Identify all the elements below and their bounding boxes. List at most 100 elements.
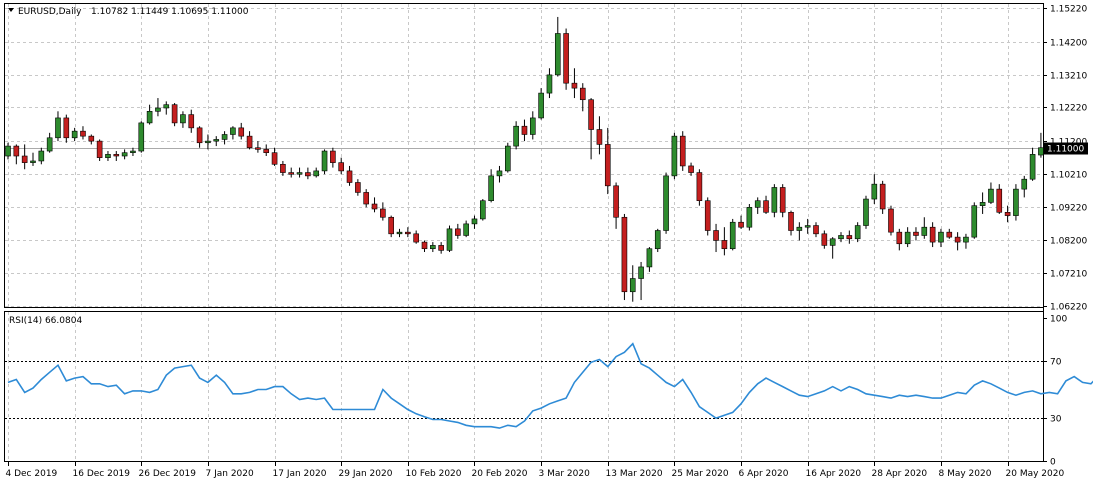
candle-body	[629, 278, 636, 293]
candle-body	[738, 221, 744, 228]
candle-body	[180, 114, 186, 124]
time-tick-label: 20 May 2020	[1006, 469, 1065, 479]
candle-body	[121, 152, 128, 157]
candle-body	[879, 183, 886, 210]
candle-body	[621, 216, 628, 293]
candle-body	[654, 230, 661, 250]
candle-body	[963, 236, 969, 243]
time-tick-label: 26 Dec 2019	[139, 469, 197, 479]
candle-body	[455, 228, 461, 236]
candle-body	[754, 200, 761, 208]
candle-body	[5, 145, 11, 157]
price-tick-label: 1.12220	[1050, 104, 1087, 114]
price-tick-label: 1.08200	[1050, 237, 1087, 247]
time-tick-label: 29 Jan 2020	[339, 469, 393, 479]
candle-body	[504, 145, 511, 172]
candle-body	[363, 192, 369, 205]
candle-body	[604, 144, 611, 187]
candle-body	[238, 127, 245, 137]
candle-body	[480, 200, 486, 220]
candle-body	[1021, 178, 1028, 190]
candle-body	[280, 163, 286, 173]
candle-body	[371, 203, 378, 210]
candle-body	[55, 117, 61, 139]
candle-body	[321, 150, 328, 172]
candle-body	[313, 170, 320, 177]
candle-body	[721, 240, 728, 250]
candle-body	[521, 125, 528, 135]
rsi-tick-label: 100	[1050, 315, 1067, 325]
time-axis: 4 Dec 2019 16 Dec 2019 26 Dec 2019 7 Jan 20…	[6, 462, 1065, 479]
time-tick-label: 28 Apr 2020	[872, 469, 928, 479]
candle-body	[263, 149, 270, 153]
candle-body	[513, 125, 519, 147]
candle-body	[538, 92, 544, 119]
candles	[5, 16, 1044, 302]
candle-body	[471, 218, 478, 225]
candle-body	[271, 152, 278, 165]
current-price-tag: 1.11000	[1044, 142, 1088, 155]
chart-header[interactable]: EURUSD,Daily 1.10782 1.11449 1.10695 1.1…	[8, 7, 249, 17]
dropdown-triangle-icon[interactable]	[8, 8, 14, 12]
candle-body	[488, 175, 494, 202]
candle-body	[221, 134, 228, 140]
candle-body	[696, 172, 703, 202]
candle-body	[413, 233, 419, 243]
price-grid	[5, 4, 1043, 461]
candle-body	[771, 187, 778, 213]
time-tick-label: 6 Apr 2020	[739, 469, 789, 479]
candle-body	[46, 137, 53, 152]
candle-body	[71, 130, 78, 139]
candle-body	[188, 114, 195, 129]
candle-body	[888, 208, 894, 233]
candle-body	[80, 130, 86, 137]
candle-body	[913, 231, 919, 236]
candle-body	[846, 235, 853, 240]
candle-body	[230, 127, 236, 135]
candle-body	[163, 104, 170, 109]
candle-body	[529, 117, 536, 135]
time-tick-label: 7 Jan 2020	[206, 469, 254, 479]
candle-body	[896, 231, 903, 245]
time-tick-label: 4 Dec 2019	[6, 469, 58, 479]
current-price-label: 1.11000	[1047, 145, 1084, 155]
candle-body	[296, 172, 303, 175]
candle-body	[288, 172, 295, 175]
candle-body	[346, 170, 353, 183]
candle-body	[763, 200, 769, 213]
candle-body	[838, 235, 844, 240]
candle-body	[588, 99, 594, 130]
candle-body	[646, 248, 653, 268]
price-tick-label: 1.07210	[1050, 270, 1087, 280]
candle-body	[155, 107, 161, 112]
time-tick-label: 16 Apr 2020	[806, 469, 862, 479]
price-axis: 1.152201.142001.132101.122201.112001.102…	[1043, 5, 1087, 313]
candle-body	[746, 207, 753, 228]
candle-body	[146, 111, 153, 124]
rsi-tick-label: 70	[1050, 358, 1062, 368]
candle-body	[704, 200, 711, 231]
candle-body	[63, 117, 70, 139]
candle-body	[338, 162, 345, 172]
candle-body	[663, 175, 669, 231]
candle-body	[1004, 211, 1011, 216]
rsi-tick-label: 30	[1050, 415, 1062, 425]
candle-body	[438, 245, 444, 251]
candle-body	[729, 221, 736, 250]
candle-body	[113, 154, 120, 157]
candle-body	[688, 165, 694, 173]
price-tick-label: 1.13210	[1050, 72, 1087, 82]
candle-body	[971, 205, 978, 238]
candle-body	[88, 135, 95, 142]
candle-body	[546, 74, 553, 94]
candle-body	[563, 33, 569, 84]
candle-body	[96, 140, 103, 158]
candle-body	[671, 135, 678, 177]
candle-body	[871, 183, 878, 200]
rsi-pane: 100 70 30 0	[5, 315, 1093, 468]
candle-body	[496, 170, 503, 177]
candle-body	[396, 231, 403, 235]
candle-body	[854, 225, 861, 240]
